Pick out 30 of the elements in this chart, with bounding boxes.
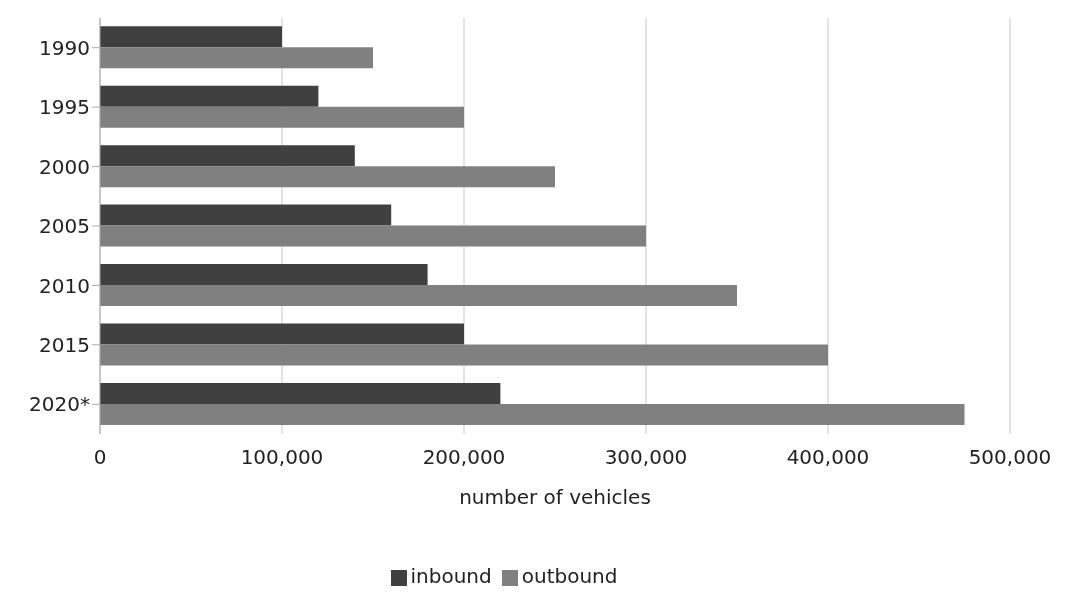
bar (100, 204, 392, 226)
y-tick-label: 2000 (39, 154, 90, 179)
legend-label: inbound (410, 564, 492, 588)
bar (100, 166, 555, 188)
legend-label: outbound (521, 564, 618, 588)
x-axis-title: number of vehicles (459, 485, 651, 509)
bar (100, 285, 737, 307)
bar (100, 344, 828, 366)
x-tick-label: 300,000 (604, 445, 688, 470)
x-tick-label: 200,000 (422, 445, 506, 470)
bar (100, 106, 464, 128)
bar (100, 225, 646, 247)
y-tick-label: 1990 (39, 35, 90, 60)
bar (100, 264, 428, 286)
bar (100, 382, 501, 404)
bar (100, 403, 965, 425)
x-tick-label: 0 (93, 445, 107, 470)
bar (100, 85, 319, 107)
y-tick-label: 1995 (39, 95, 90, 120)
y-tick-label: 2015 (39, 332, 90, 357)
y-tick-label: 2020* (29, 392, 90, 417)
bar (100, 145, 355, 167)
x-tick-label: 400,000 (786, 445, 870, 470)
y-tick-label: 2010 (39, 273, 90, 298)
bar (100, 323, 464, 345)
y-tick-label: 2005 (39, 214, 90, 239)
x-tick-label: 100,000 (240, 445, 324, 470)
bar (100, 47, 373, 69)
bar (100, 26, 282, 48)
x-tick-label: 500,000 (968, 445, 1052, 470)
